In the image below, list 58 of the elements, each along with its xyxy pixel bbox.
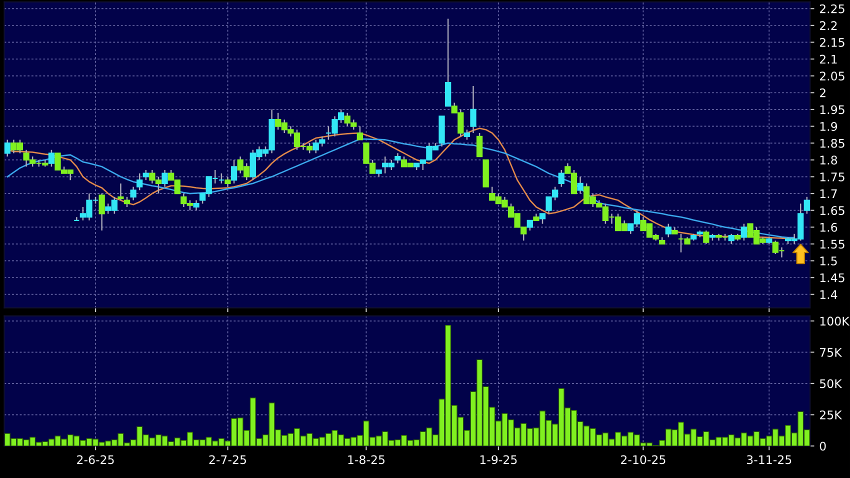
candlestick [804, 196, 810, 214]
candlestick [193, 200, 200, 211]
y-tick-label: 2.1 [820, 54, 837, 64]
y-tick-label: 2.05 [820, 72, 844, 81]
candlestick [136, 172, 143, 191]
candlestick [118, 182, 124, 201]
candlestick [142, 169, 149, 181]
y-tick-label: 1.85 [820, 138, 844, 148]
x-tick-label: 2-7-25 [209, 455, 246, 464]
candlestick [48, 149, 55, 168]
y-tick-label: 2.25 [820, 4, 844, 14]
y-tick-label: 1.6 [820, 222, 838, 232]
y-tick-label: 1.4 [820, 290, 838, 299]
y-tick-label: 1.7 [820, 189, 837, 198]
candlestick [130, 186, 136, 201]
y-tick-label: 75K [820, 348, 842, 357]
candlestick [464, 129, 470, 140]
candlestick [476, 132, 483, 158]
candlestick [728, 233, 734, 245]
y-tick-label: 25K [820, 410, 842, 420]
candlestick [4, 139, 10, 158]
candlestick [470, 85, 476, 134]
candlestick [740, 223, 748, 242]
y-tick-label: 1.55 [820, 240, 844, 249]
y-tick-label: 50K [820, 379, 842, 388]
candlestick [539, 213, 546, 224]
candlestick [124, 196, 130, 208]
x-tick-label: 1-9-25 [480, 455, 517, 464]
candlestick [577, 176, 584, 194]
candlestick [665, 223, 672, 238]
y-tick-label: 2.15 [820, 38, 844, 47]
candlestick [558, 169, 564, 188]
candlestick [356, 126, 364, 140]
candlestick [98, 192, 105, 232]
candlestick [230, 159, 238, 184]
y-tick-label: 1.65 [820, 206, 844, 215]
y-tick-label: 1.8 [820, 156, 838, 165]
candlestick [162, 169, 168, 188]
candlestick [394, 152, 401, 164]
x-tick-label: 1-8-25 [348, 455, 384, 464]
y-tick-label: 100K [820, 316, 850, 326]
candlestick [218, 172, 225, 184]
x-tick-label: 2-10-25 [621, 455, 666, 464]
y-tick-label: 2.2 [820, 21, 837, 30]
y-tick-label: 2 [820, 88, 826, 98]
x-tick-label: 3-11-25 [746, 455, 792, 464]
y-tick-label: 1.5 [820, 256, 837, 266]
y-tick-label: 1.45 [820, 273, 844, 282]
candlestick [526, 220, 533, 232]
candlestick [703, 230, 710, 245]
y-tick-label: 0 [820, 442, 826, 451]
y-tick-label: 1.95 [820, 105, 844, 114]
y-tick-label: 1.9 [820, 122, 838, 131]
candlestick [74, 216, 80, 222]
y-tick-label: 1.75 [820, 172, 844, 182]
x-tick-label: 2-6-25 [77, 455, 114, 464]
candlestick [224, 176, 231, 188]
candlestick [444, 18, 452, 107]
